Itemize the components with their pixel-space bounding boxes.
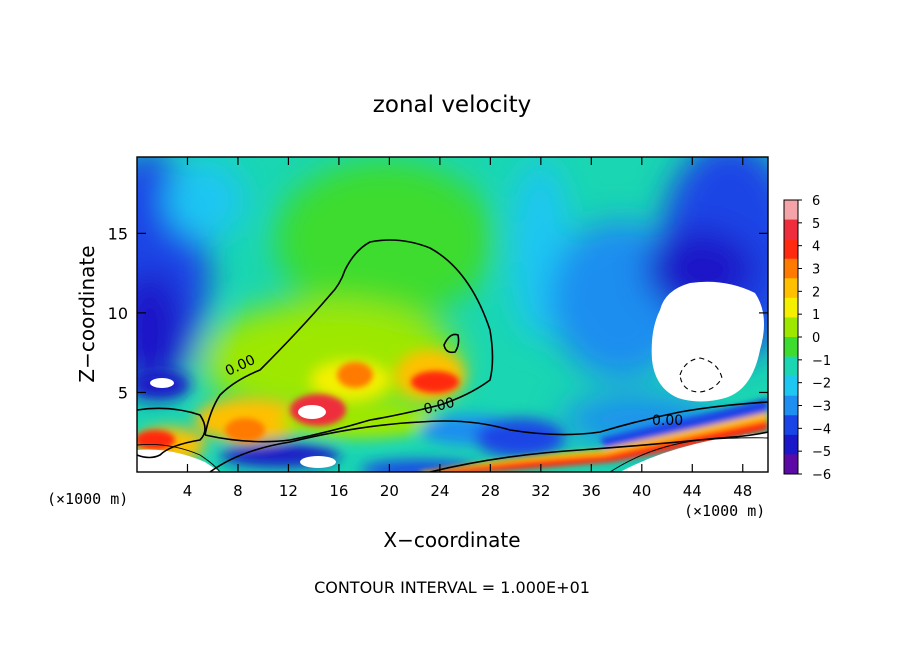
x-tick-label-4: 20 [380,482,399,500]
colorbar-label-4: 2 [812,285,820,300]
plot-frame [136,156,769,473]
contour-interval-note: CONTOUR INTERVAL = 1.000E+01 [314,578,590,597]
x-tick-label-0: 4 [183,482,193,500]
colorbar-label-8: −2 [812,377,831,392]
negative-contour-dashed [679,357,723,393]
colorbar-label-5: 1 [812,308,820,323]
x-axis-label: X−coordinate [383,528,520,552]
white-region-bottom-right [620,432,768,472]
colorbar-swatch-9 [784,376,798,397]
y-axis-label: Z−coordinate [75,245,99,382]
colorbar-label-12: −6 [812,468,831,483]
colorbar-label-9: −3 [812,400,831,415]
x-tick-label-3: 16 [329,482,348,500]
x-unit-left: (×1000 m) [47,490,128,508]
colorbar-label-1: 5 [812,217,820,232]
white-region-right [651,281,764,402]
colorbar-swatch-13 [784,454,798,475]
zero-contour-lower [137,407,206,459]
x-tick-label-7: 32 [531,482,550,500]
thin-contour-bottom-left [137,444,221,472]
colorbar-swatch-7 [784,337,798,357]
colorbar-label-0: 6 [812,194,820,209]
x-tick-label-6: 28 [481,482,500,500]
zero-contour-trough [429,431,768,472]
zero-contours [137,239,768,472]
contour-label-3: 0.00 [652,413,683,429]
x-axis: 4 8 12 16 20 24 28 32 36 40 44 48 [183,157,752,500]
x-tick-label-2: 12 [279,482,298,500]
white-region-bottom-mid [300,456,336,468]
thin-contour-bottom-right [609,437,768,472]
y-tick-label-2: 15 [108,224,128,243]
zero-contour-small [443,333,460,354]
colorbar-swatch-11 [784,415,798,436]
colorbar-swatch-3 [784,258,798,279]
white-region-left [150,378,174,388]
colorbar-swatch-5 [784,297,798,318]
colorbar-label-11: −5 [812,445,831,460]
plot-area: 0.00 0.00 0.00 [137,157,768,472]
colorbar-label-6: 0 [812,331,820,346]
chart-title: zonal velocity [373,92,531,118]
x-tick-label-5: 24 [430,482,449,500]
x-tick-label-8: 36 [582,482,601,500]
x-unit-right: (×1000 m) [684,502,765,520]
zero-contour-bottom [209,401,768,472]
colorbar-label-2: 4 [812,240,820,255]
colorbar-swatch-2 [784,239,798,260]
y-tick-label-0: 5 [118,383,128,402]
field-white-regions [137,281,768,472]
field-large-structures [137,157,768,445]
colorbar-swatch-12 [784,434,798,455]
colorbar: 6 5 4 3 2 1 0 −1 −2 −3 −4 −5 −6 [783,194,831,483]
x-tick-label-9: 40 [632,482,651,500]
colorbar-swatch-0 [784,200,798,220]
contour-label-2: 0.00 [422,395,456,418]
colorbar-swatch-8 [784,356,798,377]
x-tick-label-1: 8 [233,482,243,500]
x-tick-label-10: 44 [683,482,702,500]
x-tick-label-11: 48 [733,482,752,500]
colorbar-label-3: 3 [812,263,820,278]
colorbar-swatch-4 [784,278,798,299]
zero-contour-main [204,239,494,443]
white-region-bottom [137,449,220,472]
colorbar-swatch-10 [784,395,798,416]
colorbar-swatch-6 [784,317,798,338]
colorbar-label-10: −4 [812,422,831,437]
y-axis: 5 10 15 [108,224,768,402]
y-tick-label-1: 10 [108,304,128,323]
white-region-core [298,405,326,419]
colorbar-label-7: −1 [812,354,831,369]
colorbar-swatch-1 [784,219,798,240]
